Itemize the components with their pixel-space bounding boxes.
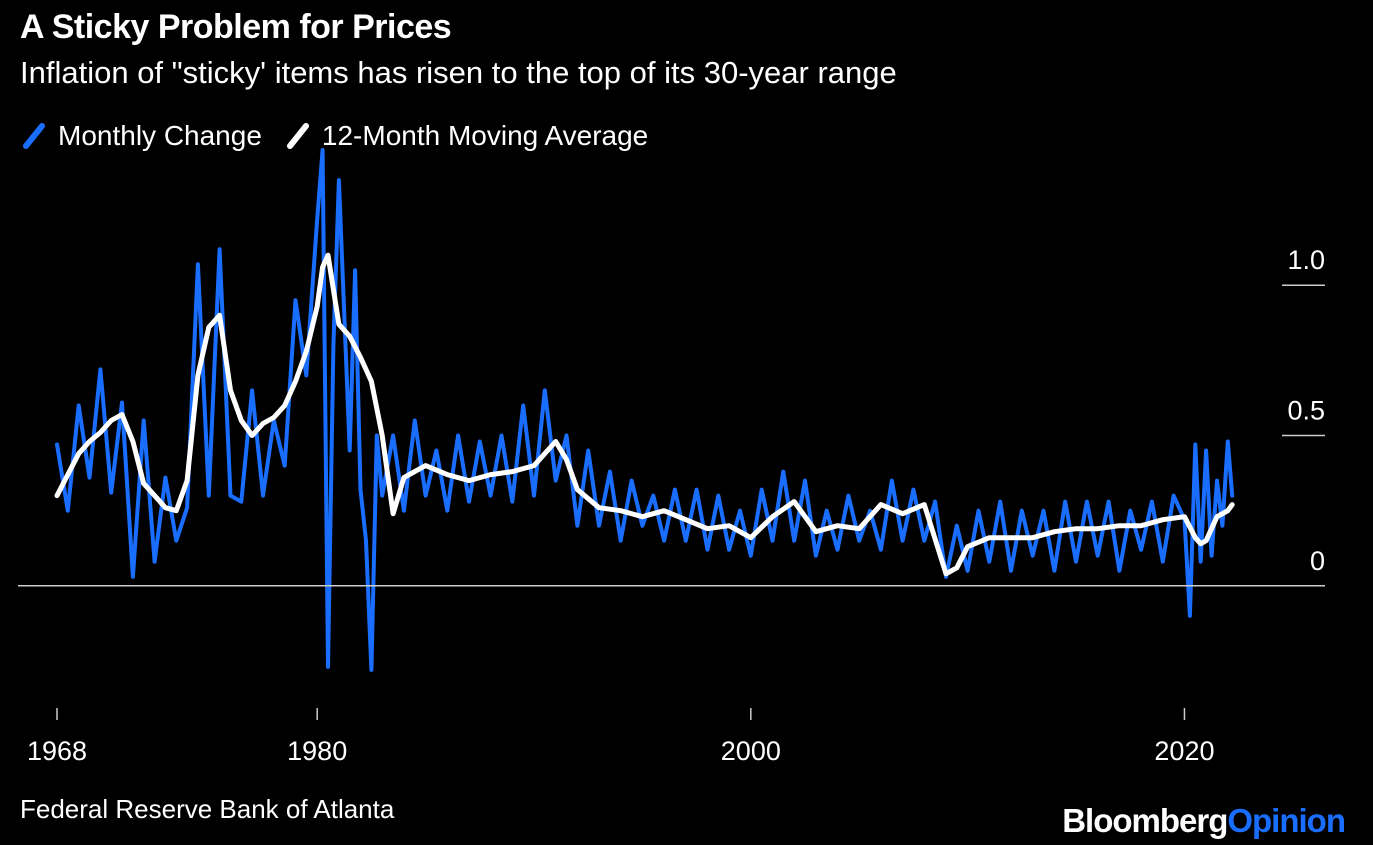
legend-swatch-average (286, 123, 309, 149)
source-note: Federal Reserve Bank of Atlanta (20, 794, 395, 824)
x-tick-label: 1980 (287, 736, 347, 766)
y-tick-label: 1.0 (1287, 245, 1325, 275)
brand-logo: BloombergOpinion (1062, 802, 1346, 840)
x-tick-label: 1968 (27, 736, 87, 766)
chart-subtitle: Inflation of "sticky' items has risen to… (20, 55, 897, 90)
brand-logo-bloomberg: Bloomberg (1062, 802, 1228, 839)
legend: Monthly Change 12-Month Moving Average (20, 120, 670, 152)
y-tick-label: 0 (1310, 546, 1325, 576)
series-line-moving-average (54, 252, 1235, 577)
brand-logo-opinion: Opinion (1227, 802, 1346, 839)
legend-label-monthly: Monthly Change (58, 120, 262, 151)
legend-swatch-monthly (23, 123, 45, 149)
x-tick-label: 2020 (1154, 736, 1214, 766)
y-tick-label: 0.5 (1287, 396, 1325, 426)
x-tick-label: 2000 (721, 736, 781, 766)
chart-title: A Sticky Problem for Prices (20, 8, 452, 46)
legend-item-average: 12-Month Moving Average (284, 120, 648, 152)
legend-label-average: 12-Month Moving Average (321, 120, 649, 151)
series-line-monthly-change (55, 148, 1235, 672)
legend-item-monthly: Monthly Change (20, 120, 262, 152)
